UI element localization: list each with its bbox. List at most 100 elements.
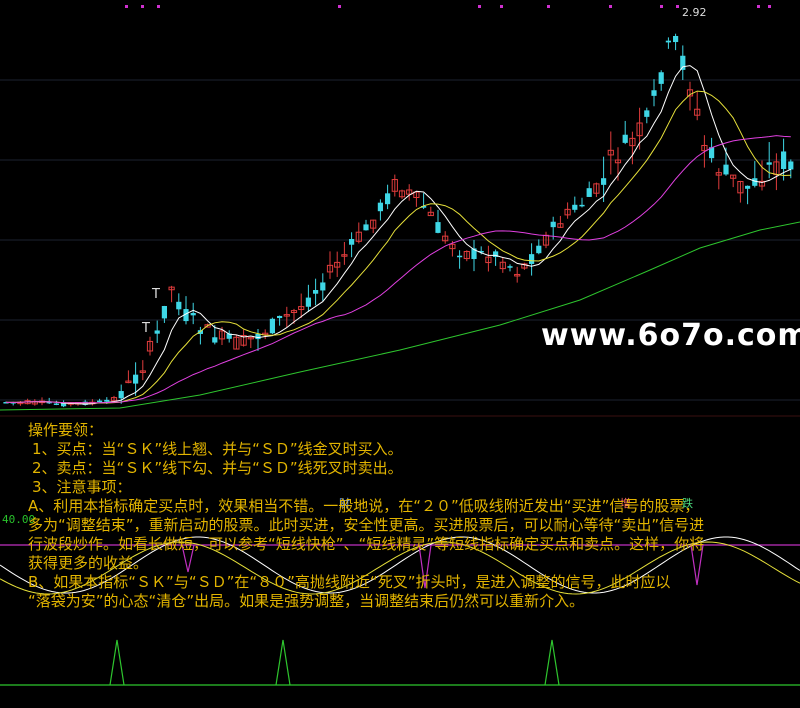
indicator-level-label: 40.00 xyxy=(2,513,36,526)
top-marker-dot xyxy=(500,5,503,8)
buy-signal-spike xyxy=(544,639,560,686)
candle-body-up xyxy=(701,144,708,152)
candle-body-up xyxy=(110,397,118,402)
top-marker-dot xyxy=(757,5,760,8)
candle-body-down xyxy=(212,337,218,343)
badge-die: 跌 xyxy=(682,497,693,510)
candle-body-down xyxy=(601,178,607,185)
candle-body-down xyxy=(493,251,499,257)
candle-body-down xyxy=(183,309,189,322)
candle-body-up xyxy=(463,250,470,260)
note-line: A、利用本指标确定买点时，效果相当不错。一般地说，在“２０”低吸线附近发出“买进… xyxy=(28,497,700,515)
top-marker-dot xyxy=(676,5,679,8)
candle-body-up xyxy=(125,380,132,384)
candle-body-up xyxy=(521,263,528,269)
candle-body-down xyxy=(723,164,729,175)
candle-body-down xyxy=(313,290,319,294)
top-marker-dot xyxy=(125,5,128,8)
top-marker-dot xyxy=(338,5,341,8)
top-markers xyxy=(125,5,771,8)
candle-body-up xyxy=(262,332,269,336)
candle-body-up xyxy=(233,336,240,350)
candle-body-up xyxy=(715,172,722,176)
candle-body-down xyxy=(385,193,391,205)
candle-body-down xyxy=(788,161,794,170)
candle-body-down xyxy=(277,315,283,319)
t-marker: T xyxy=(142,321,150,336)
candle-body-down xyxy=(651,90,657,96)
moving-averages xyxy=(0,65,800,411)
candle-body-up xyxy=(204,324,211,328)
peak-price-label: 2.92 xyxy=(682,6,707,19)
candle-body-up xyxy=(636,122,643,137)
note-line: 1、买点：当“ＳＫ”线上翘、并与“ＳＤ”线金叉时买入。 xyxy=(32,440,403,458)
candle-body-up xyxy=(614,159,622,164)
ma-mid-line xyxy=(6,90,791,404)
candle-body-down xyxy=(709,147,715,159)
note-line: 2、卖点：当“ＳＫ”线下勾、并与“ＳＤ”线死叉时卖出。 xyxy=(32,459,403,477)
note-line: B、如果本指标“ＳＫ”与“ＳＤ”在“８０”高抛线附近“死叉”折头时，是进入调整的… xyxy=(28,573,671,591)
candle-body-down xyxy=(421,205,427,208)
candle-body-down xyxy=(579,204,585,207)
candle-body-up xyxy=(290,310,298,314)
candle-body-down xyxy=(752,178,758,186)
candle-body-down xyxy=(586,188,592,197)
candle-body-down xyxy=(781,151,787,169)
watermark: www.6o7o.com xyxy=(541,318,800,353)
note-line: 获得更多的收益。 xyxy=(28,554,149,572)
candle-body-up xyxy=(298,306,305,311)
candle-body-down xyxy=(104,399,110,402)
candle-body-down xyxy=(536,245,542,254)
candle-body-up xyxy=(370,219,377,229)
candle-body-up xyxy=(607,149,614,156)
top-marker-dot xyxy=(547,5,550,8)
buy-signal-spike xyxy=(109,639,125,686)
candle-body-up xyxy=(146,340,154,352)
candle-body-up xyxy=(449,243,456,250)
top-marker-dot xyxy=(141,5,144,8)
candle-body-down xyxy=(190,312,196,316)
candle-body-down xyxy=(673,36,679,43)
candle-body-down xyxy=(644,110,650,117)
candle-body-up xyxy=(629,137,636,147)
candle-body-down xyxy=(363,224,369,231)
ma-long-line xyxy=(0,221,800,411)
candle-body-down xyxy=(572,204,578,210)
sell-signal-spike xyxy=(181,544,195,573)
instructions-text: 操作要领： 1、买点：当“ＳＫ”线上翘、并与“ＳＤ”线金叉时买入。 2、卖点：当… xyxy=(28,421,800,611)
candle-body-down xyxy=(377,202,383,212)
sell-signal-spike xyxy=(690,544,704,586)
candle-body-down xyxy=(471,248,477,260)
note-line: “落袋为安”的心态“清仓”出局。如果是强势调整，当调整结束后仍然可以重新介入。 xyxy=(28,592,585,610)
candle-body-down xyxy=(226,333,232,339)
candle-body-up xyxy=(593,183,600,194)
candle-body-up xyxy=(334,261,341,268)
candle-body-up xyxy=(485,256,492,264)
candle-body-down xyxy=(658,72,664,84)
candle-body-down xyxy=(529,254,535,264)
top-marker-dot xyxy=(660,5,663,8)
sk-line xyxy=(0,536,800,594)
badge-zeng: 增 xyxy=(620,497,631,510)
candle-body-up xyxy=(427,211,434,217)
candle-body-up xyxy=(355,231,362,242)
candle-body-down xyxy=(255,333,261,340)
candle-body-up xyxy=(398,190,406,198)
badge-cai: 财 xyxy=(339,497,350,510)
candle-body-down xyxy=(154,330,160,334)
candle-body-down xyxy=(507,266,513,268)
candle-body-up xyxy=(413,191,420,198)
note-line: 行波段炒作。如看长做短，可以参考“短线快枪”、“短线精灵”等短线指标确定买点和卖… xyxy=(28,535,705,553)
note-line: 3、注意事项： xyxy=(32,478,132,496)
note-line: 操作要领： xyxy=(28,421,104,439)
candle-body-up xyxy=(694,108,701,116)
candle-body-down xyxy=(478,250,484,253)
candle-body-down xyxy=(665,40,671,43)
candle-body-down xyxy=(61,402,67,407)
buy-signal-spike xyxy=(275,639,291,686)
candle-body-up xyxy=(240,335,247,346)
candle-body-down xyxy=(550,221,556,228)
candle-body-down xyxy=(46,401,52,404)
candle-body-down xyxy=(680,55,686,70)
candle-body-down xyxy=(53,403,59,405)
